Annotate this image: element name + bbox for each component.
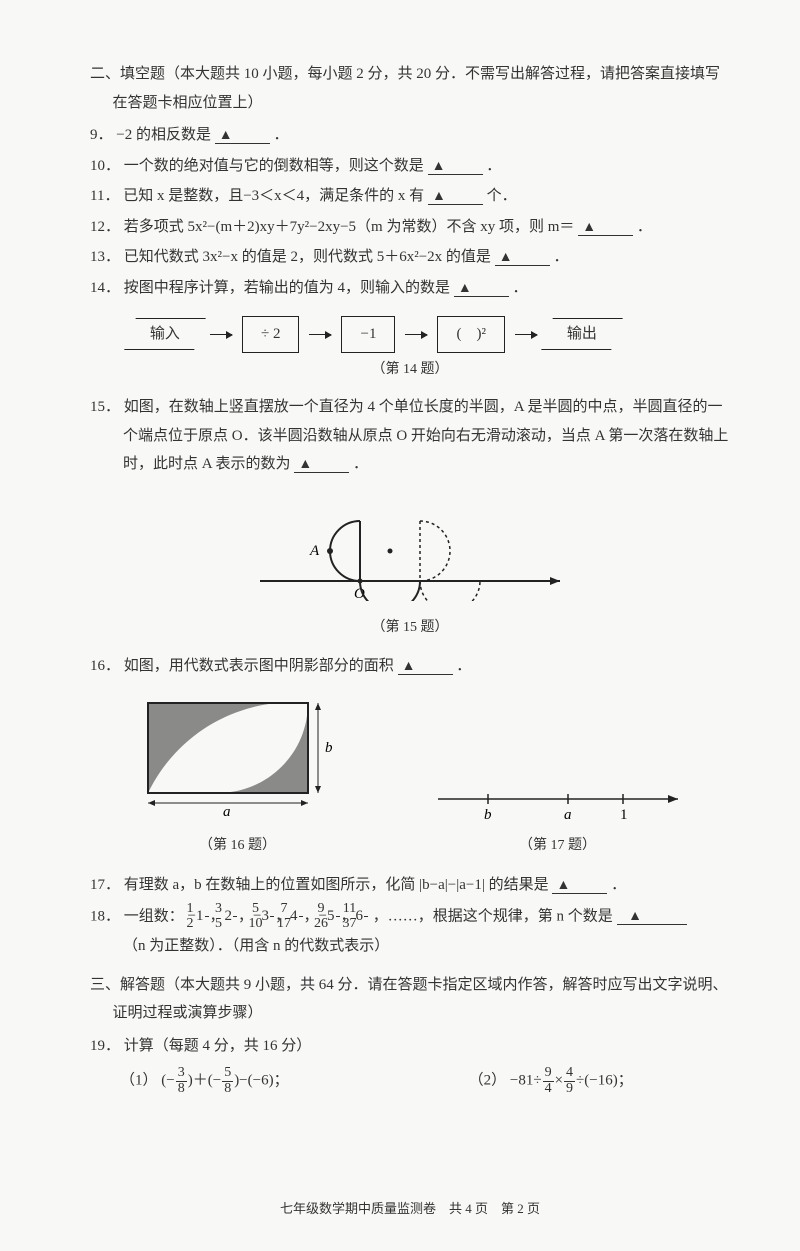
question-18: 18． 一组数： −112，235，−3510，4717，−5926，61137… <box>90 902 730 961</box>
blank: ▲ <box>428 189 483 205</box>
question-12: 12． 若多项式 5x²−(m＋2)xy＋7y²−2xy−5（m 为常数）不含 … <box>90 213 730 242</box>
question-17: 17． 有理数 a，b 在数轴上的位置如图所示，化简 |b−a|−|a−1| 的… <box>90 871 730 900</box>
section-2-heading: 二、填空题（本大题共 10 小题，每小题 2 分，共 20 分．不需写出解答过程… <box>90 60 730 117</box>
question-19: 19． 计算（每题 4 分，共 16 分） <box>90 1032 730 1061</box>
q19-part-2: （2） −81÷94×49÷(−16)； <box>469 1066 633 1096</box>
blank: ▲ <box>617 909 687 925</box>
question-14: 14． 按图中程序计算，若输出的值为 4，则输入的数是 ▲ ． <box>90 274 730 303</box>
question-15: 15． 如图，在数轴上竖直摆放一个直径为 4 个单位长度的半圆，A 是半圆的中点… <box>90 393 730 479</box>
q9-text: −2 的相反数是 <box>116 127 211 143</box>
question-13: 13． 已知代数式 3x²−x 的值是 2，则代数式 5＋6x²−2x 的值是 … <box>90 243 730 272</box>
question-9: 9． −2 的相反数是 ▲ ． <box>90 121 730 150</box>
q14-flowchart: 输入 ÷ 2 −1 ( )² 输出 <box>130 316 730 353</box>
q15-figure: A O <box>250 491 570 612</box>
section-3-heading: 三、解答题（本大题共 9 小题，共 64 分．请在答题卡指定区域内作答，解答时应… <box>90 971 730 1028</box>
q16-figure: b a （第 16 题） <box>133 688 343 869</box>
flow-input: 输入 <box>124 318 206 350</box>
blank: ▲ <box>495 250 550 266</box>
blank: ▲ <box>294 457 349 473</box>
q18-tail: （n 为正整数）．（用含 n 的代数式表示） <box>123 932 730 961</box>
q15-caption: （第 15 题） <box>90 615 730 642</box>
arrow-icon <box>210 334 232 335</box>
blank: ▲ <box>454 281 509 297</box>
q14-caption: （第 14 题） <box>90 357 730 384</box>
svg-text:A: A <box>309 543 320 559</box>
svg-text:a: a <box>223 804 231 818</box>
question-16: 16． 如图，用代数式表示图中阴影部分的面积 ▲ ． <box>90 652 730 681</box>
exam-page: 二、填空题（本大题共 10 小题，每小题 2 分，共 20 分．不需写出解答过程… <box>0 0 800 1251</box>
blank: ▲ <box>428 159 483 175</box>
svg-text:1: 1 <box>620 807 628 823</box>
page-footer: 七年级数学期中质量监测卷 共 4 页 第 2 页 <box>90 1197 730 1222</box>
svg-text:a: a <box>564 807 572 823</box>
arrow-icon <box>309 334 331 335</box>
blank: ▲ <box>215 128 270 144</box>
blank: ▲ <box>398 659 453 675</box>
arrow-icon <box>515 334 537 335</box>
q19-parts: （1） (−38)＋(−58)−(−6)； （2） −81÷94×49÷(−16… <box>120 1066 730 1096</box>
arrow-icon <box>405 334 427 335</box>
blank: ▲ <box>578 220 633 236</box>
q18-sequence: −112，235，−3510，4717，−5926，61137 <box>188 908 369 924</box>
flow-step-1: ÷ 2 <box>242 316 299 353</box>
qnum-9: 9． <box>90 127 113 143</box>
question-10: 10． 一个数的绝对值与它的倒数相等，则这个数是 ▲ ． <box>90 152 730 181</box>
svg-text:b: b <box>325 740 333 756</box>
flow-output: 输出 <box>541 318 623 350</box>
q19-part-1: （1） (−38)＋(−58)−(−6)； <box>120 1066 289 1096</box>
blank: ▲ <box>552 878 607 894</box>
svg-text:b: b <box>484 807 492 823</box>
flow-step-2: −1 <box>341 316 395 353</box>
flow-step-3: ( )² <box>437 316 505 353</box>
question-11: 11． 已知 x 是整数，且−3＜x＜4，满足条件的 x 有 ▲ 个． <box>90 182 730 211</box>
figures-row-16-17: b a （第 16 题） b a 1 （第 17 题） <box>90 688 730 869</box>
q17-figure: b a 1 （第 17 题） <box>428 769 688 870</box>
